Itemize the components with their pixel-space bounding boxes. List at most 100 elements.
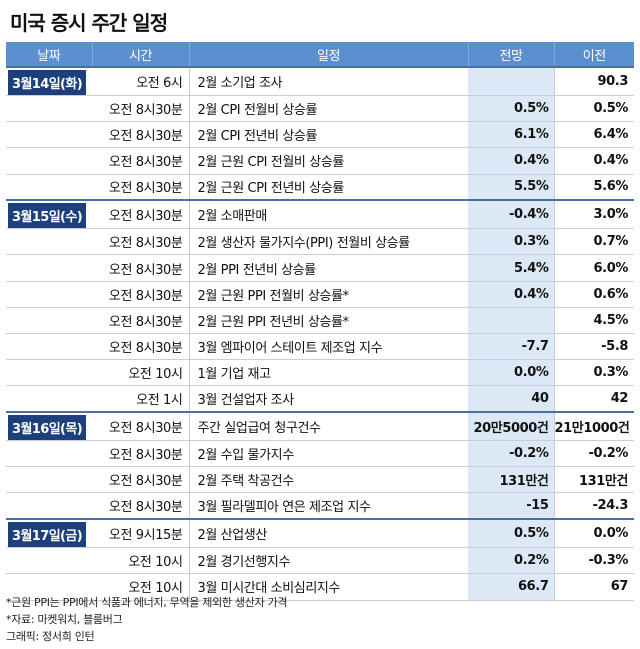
event-cell: 2월 근원 CPI 전월비 상승률 [189, 147, 468, 175]
date-cell [6, 466, 92, 494]
time-cell: 오전 10시 [92, 573, 190, 601]
column-header-time: 시간 [92, 42, 190, 67]
table-header-row: 날짜 시간 일정 전망 이전 [6, 42, 634, 67]
event-cell: 2월 CPI 전월비 상승률 [189, 95, 468, 123]
previous-cell: 5.6% [553, 174, 634, 201]
notes: *근원 PPI는 PPI에서 식품과 에너지, 무역을 제외한 생산자 가격 *… [6, 594, 288, 645]
time-cell: 오전 8시30분 [92, 307, 190, 335]
event-cell: 2월 소기업 조사 [189, 66, 468, 96]
table-row: 오전 8시30분 2월 CPI 전년비 상승률 6.1% 6.4% [6, 121, 634, 149]
time-cell: 오전 6시 [92, 66, 190, 96]
forecast-cell: -15 [468, 492, 554, 520]
date-cell [6, 307, 92, 335]
event-cell: 1월 기업 재고 [189, 359, 468, 387]
table-row: 3월15일(수) 오전 8시30분 2월 소매판매 -0.4% 3.0% [6, 199, 634, 230]
previous-cell: -0.3% [553, 547, 634, 575]
time-cell: 오전 10시 [92, 359, 190, 387]
time-cell: 오전 8시30분 [92, 492, 190, 520]
date-cell: 3월15일(수) [6, 199, 92, 230]
forecast-cell: -7.7 [468, 333, 554, 361]
forecast-cell [468, 66, 554, 96]
time-cell: 오전 8시30분 [92, 466, 190, 494]
date-cell: 3월17일(금) [6, 518, 92, 549]
forecast-cell [468, 307, 554, 335]
forecast-cell: 66.7 [468, 573, 554, 601]
table-row: 오전 8시30분 2월 근원 PPI 전년비 상승률* 4.5% [6, 307, 634, 335]
event-cell: 2월 수입 물가지수 [189, 440, 468, 468]
table-row: 오전 10시 1월 기업 재고 0.0% 0.3% [6, 359, 634, 387]
event-cell: 2월 근원 CPI 전년비 상승률 [189, 174, 468, 201]
previous-cell: 0.6% [553, 281, 634, 308]
time-cell: 오전 8시30분 [92, 333, 190, 361]
credit-text: 그래픽: 정서희 인턴 [6, 630, 95, 643]
date-cell [6, 440, 92, 468]
previous-cell: 0.5% [553, 95, 634, 123]
forecast-cell: 5.4% [468, 254, 554, 282]
table-row: 오전 8시30분 3월 필라델피아 연은 제조업 지수 -15 -24.3 [6, 492, 634, 520]
forecast-cell: 0.5% [468, 518, 554, 549]
forecast-cell: 0.2% [468, 547, 554, 575]
previous-cell: 4.5% [553, 307, 634, 335]
previous-cell: 67 [553, 573, 634, 601]
table-row: 오전 10시 3월 미시간대 소비심리지수 66.7 67 [6, 573, 634, 601]
table-row: 오전 8시30분 2월 근원 PPI 전월비 상승률* 0.4% 0.6% [6, 281, 634, 308]
forecast-cell: 0.0% [468, 359, 554, 387]
time-cell: 오전 8시30분 [92, 147, 190, 175]
date-cell [6, 492, 92, 520]
table-row: 3월14일(화) 오전 6시 2월 소기업 조사 90.3 [6, 66, 634, 96]
table-row: 오전 10시 2월 경기선행지수 0.2% -0.3% [6, 547, 634, 575]
date-cell [6, 281, 92, 308]
event-cell: 2월 근원 PPI 전월비 상승률* [189, 281, 468, 308]
event-cell: 2월 CPI 전년비 상승률 [189, 121, 468, 149]
column-header-event: 일정 [189, 42, 469, 67]
table-row: 오전 8시30분 3월 엠파이어 스테이트 제조업 지수 -7.7 -5.8 [6, 333, 634, 361]
previous-cell: 131만건 [553, 466, 634, 494]
table-row: 오전 8시30분 2월 근원 CPI 전년비 상승률 5.5% 5.6% [6, 174, 634, 201]
forecast-cell: 6.1% [468, 121, 554, 149]
time-cell: 오전 8시30분 [92, 121, 190, 149]
time-cell: 오전 8시30분 [92, 199, 190, 230]
event-cell: 2월 PPI 전년비 상승률 [189, 254, 468, 282]
table-row: 3월16일(목) 오전 8시30분 주간 실업급여 청구건수 20만5000건 21만1… [6, 411, 634, 442]
schedule-table: 날짜 시간 일정 전망 이전 3월14일(화) 오전 6시 2월 소기업 조사 90.… [6, 42, 634, 601]
previous-cell: 6.4% [553, 121, 634, 149]
table-row: 오전 1시 3월 건설업자 조사 40 42 [6, 385, 634, 413]
date-cell [6, 254, 92, 282]
time-cell: 오전 8시30분 [92, 174, 190, 201]
time-cell: 오전 1시 [92, 385, 190, 413]
time-cell: 오전 8시30분 [92, 95, 190, 123]
event-cell: 3월 미시간대 소비심리지수 [189, 573, 468, 601]
previous-cell: 0.4% [553, 147, 634, 175]
date-cell [6, 147, 92, 175]
event-cell: 3월 필라델피아 연은 제조업 지수 [189, 492, 468, 520]
table-row: 3월17일(금) 오전 9시15분 2월 산업생산 0.5% 0.0% [6, 518, 634, 549]
time-cell: 오전 9시15분 [92, 518, 190, 549]
table-row: 오전 8시30분 2월 PPI 전년비 상승률 5.4% 6.0% [6, 254, 634, 282]
event-cell: 2월 경기선행지수 [189, 547, 468, 575]
event-cell: 2월 산업생산 [189, 518, 468, 549]
previous-cell: 21만1000건 [553, 411, 634, 442]
date-cell [6, 573, 92, 601]
date-badge: 3월15일(수) [8, 203, 87, 228]
time-cell: 오전 8시30분 [92, 440, 190, 468]
date-cell [6, 333, 92, 361]
previous-cell: 0.0% [553, 518, 634, 549]
table-row: 오전 8시30분 2월 수입 물가지수 -0.2% -0.2% [6, 440, 634, 468]
forecast-cell: 40 [468, 385, 554, 413]
date-cell [6, 228, 92, 256]
event-cell: 주간 실업급여 청구건수 [189, 411, 468, 442]
date-cell [6, 547, 92, 575]
date-cell [6, 359, 92, 387]
table-row: 오전 8시30분 2월 생산자 물가지수(PPI) 전월비 상승률 0.3% 0.7% [6, 228, 634, 256]
date-cell [6, 121, 92, 149]
column-header-forecast: 전망 [468, 42, 555, 67]
column-header-date: 날짜 [6, 42, 93, 67]
forecast-cell: 0.3% [468, 228, 554, 256]
forecast-cell: -0.2% [468, 440, 554, 468]
previous-cell: 6.0% [553, 254, 634, 282]
time-cell: 오전 10시 [92, 547, 190, 575]
forecast-cell: 131만건 [468, 466, 554, 494]
forecast-cell: 0.5% [468, 95, 554, 123]
table-row: 오전 8시30분 2월 CPI 전월비 상승률 0.5% 0.5% [6, 95, 634, 123]
source-text: *자료: 마켓워치, 블룸버그 [6, 613, 123, 626]
